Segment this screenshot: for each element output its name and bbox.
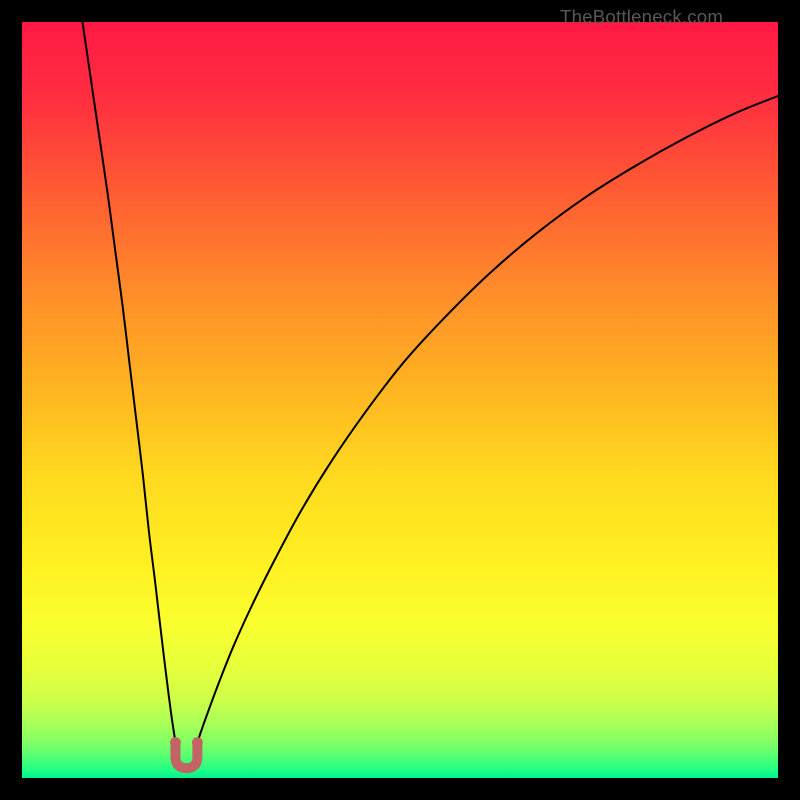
chart-svg [22,22,778,778]
cusp-end-dot-right [192,737,203,748]
watermark-text: TheBottleneck.com [560,6,723,28]
bottleneck-chart [22,22,778,778]
gradient-background [22,22,778,778]
cusp-end-dot-left [170,737,181,748]
